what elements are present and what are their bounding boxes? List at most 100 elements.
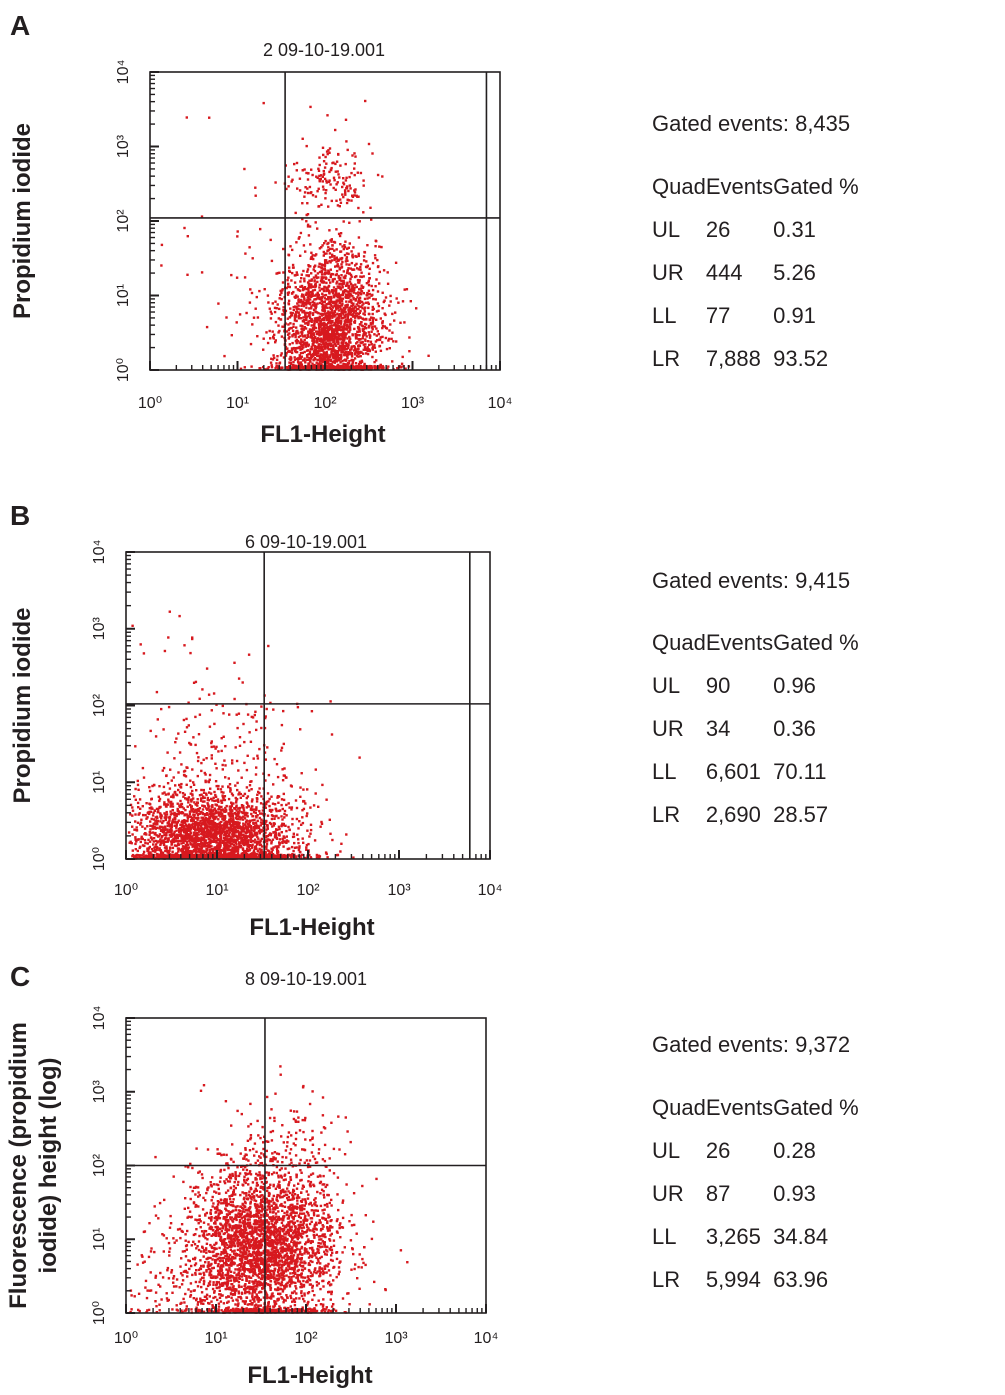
data-point	[247, 845, 250, 849]
data-point	[397, 301, 400, 304]
data-point	[349, 293, 352, 296]
data-point	[325, 252, 328, 255]
data-point	[200, 841, 203, 844]
data-point	[354, 306, 357, 309]
data-point	[162, 839, 165, 842]
data-point	[225, 847, 228, 850]
data-point	[320, 322, 324, 325]
data-point	[340, 256, 344, 260]
data-point	[269, 822, 273, 826]
data-point	[363, 308, 366, 311]
data-point	[338, 304, 342, 308]
data-point	[139, 823, 142, 826]
data-point	[331, 290, 334, 293]
data-point	[380, 245, 383, 249]
data-point	[333, 240, 336, 244]
data-point	[200, 837, 204, 840]
data-point	[293, 281, 297, 284]
data-point	[313, 325, 316, 328]
data-point	[340, 325, 343, 328]
data-point	[311, 362, 314, 365]
data-point	[350, 275, 353, 278]
data-point	[358, 315, 361, 318]
data-point	[373, 343, 376, 347]
data-point	[326, 271, 329, 275]
data-point	[325, 281, 328, 285]
data-point	[336, 204, 340, 207]
data-point	[295, 338, 299, 342]
data-point	[304, 341, 307, 344]
data-point	[357, 344, 361, 347]
data-point	[230, 836, 233, 839]
data-point	[363, 310, 367, 313]
data-point	[331, 321, 334, 324]
data-point	[159, 843, 162, 847]
data-point	[353, 191, 357, 194]
data-point	[326, 114, 329, 117]
data-point	[312, 352, 316, 356]
data-point	[301, 333, 304, 336]
data-point	[160, 814, 163, 818]
data-point	[284, 354, 288, 357]
data-point	[192, 848, 196, 852]
data-point	[274, 834, 278, 837]
data-point	[328, 306, 332, 309]
data-point	[217, 838, 220, 841]
data-point	[307, 365, 310, 368]
data-point	[327, 365, 330, 368]
data-point	[348, 272, 351, 275]
data-point	[304, 186, 307, 189]
data-point	[310, 279, 313, 282]
data-point	[314, 284, 318, 288]
data-point	[351, 285, 354, 288]
data-point	[353, 321, 357, 324]
quad-cell: LR	[652, 345, 681, 371]
data-point	[340, 304, 344, 307]
data-point	[164, 813, 167, 816]
data-point	[270, 364, 273, 367]
data-point	[322, 160, 326, 163]
data-point	[303, 326, 306, 329]
data-point	[338, 176, 341, 179]
data-point	[339, 298, 343, 301]
panel-a: A 2 09-10-19.001 10⁰ 10⁰ 10¹ 10¹ 10² 10² 10³ 10…	[0, 0, 1005, 480]
data-point	[149, 851, 152, 854]
data-point	[359, 305, 362, 308]
data-point	[313, 317, 317, 320]
data-point	[306, 187, 309, 190]
data-point	[238, 833, 241, 836]
data-point	[288, 349, 291, 353]
data-point	[262, 348, 265, 351]
data-point	[315, 332, 318, 336]
data-point	[163, 837, 167, 841]
data-point	[339, 250, 342, 253]
data-point	[275, 358, 279, 361]
data-point	[345, 295, 348, 298]
data-point	[348, 280, 352, 283]
data-point	[346, 269, 349, 272]
data-point	[349, 288, 352, 292]
data-point	[320, 269, 323, 272]
data-point	[241, 847, 245, 850]
data-point	[178, 834, 181, 837]
data-point	[371, 308, 374, 311]
data-point	[324, 197, 327, 200]
data-point	[327, 269, 330, 272]
data-point	[330, 238, 333, 241]
data-point	[291, 341, 294, 345]
data-point	[200, 788, 203, 792]
data-point	[186, 273, 189, 276]
data-point	[341, 260, 344, 264]
data-point	[381, 175, 384, 178]
data-point	[273, 822, 276, 825]
data-points	[160, 99, 430, 371]
data-point	[212, 796, 215, 799]
data-point	[337, 153, 340, 156]
data-point	[275, 362, 278, 365]
data-point	[315, 316, 318, 320]
data-point	[264, 806, 267, 809]
data-point	[332, 365, 335, 368]
data-point	[368, 292, 371, 296]
data-point	[318, 315, 321, 318]
data-point	[316, 294, 319, 297]
